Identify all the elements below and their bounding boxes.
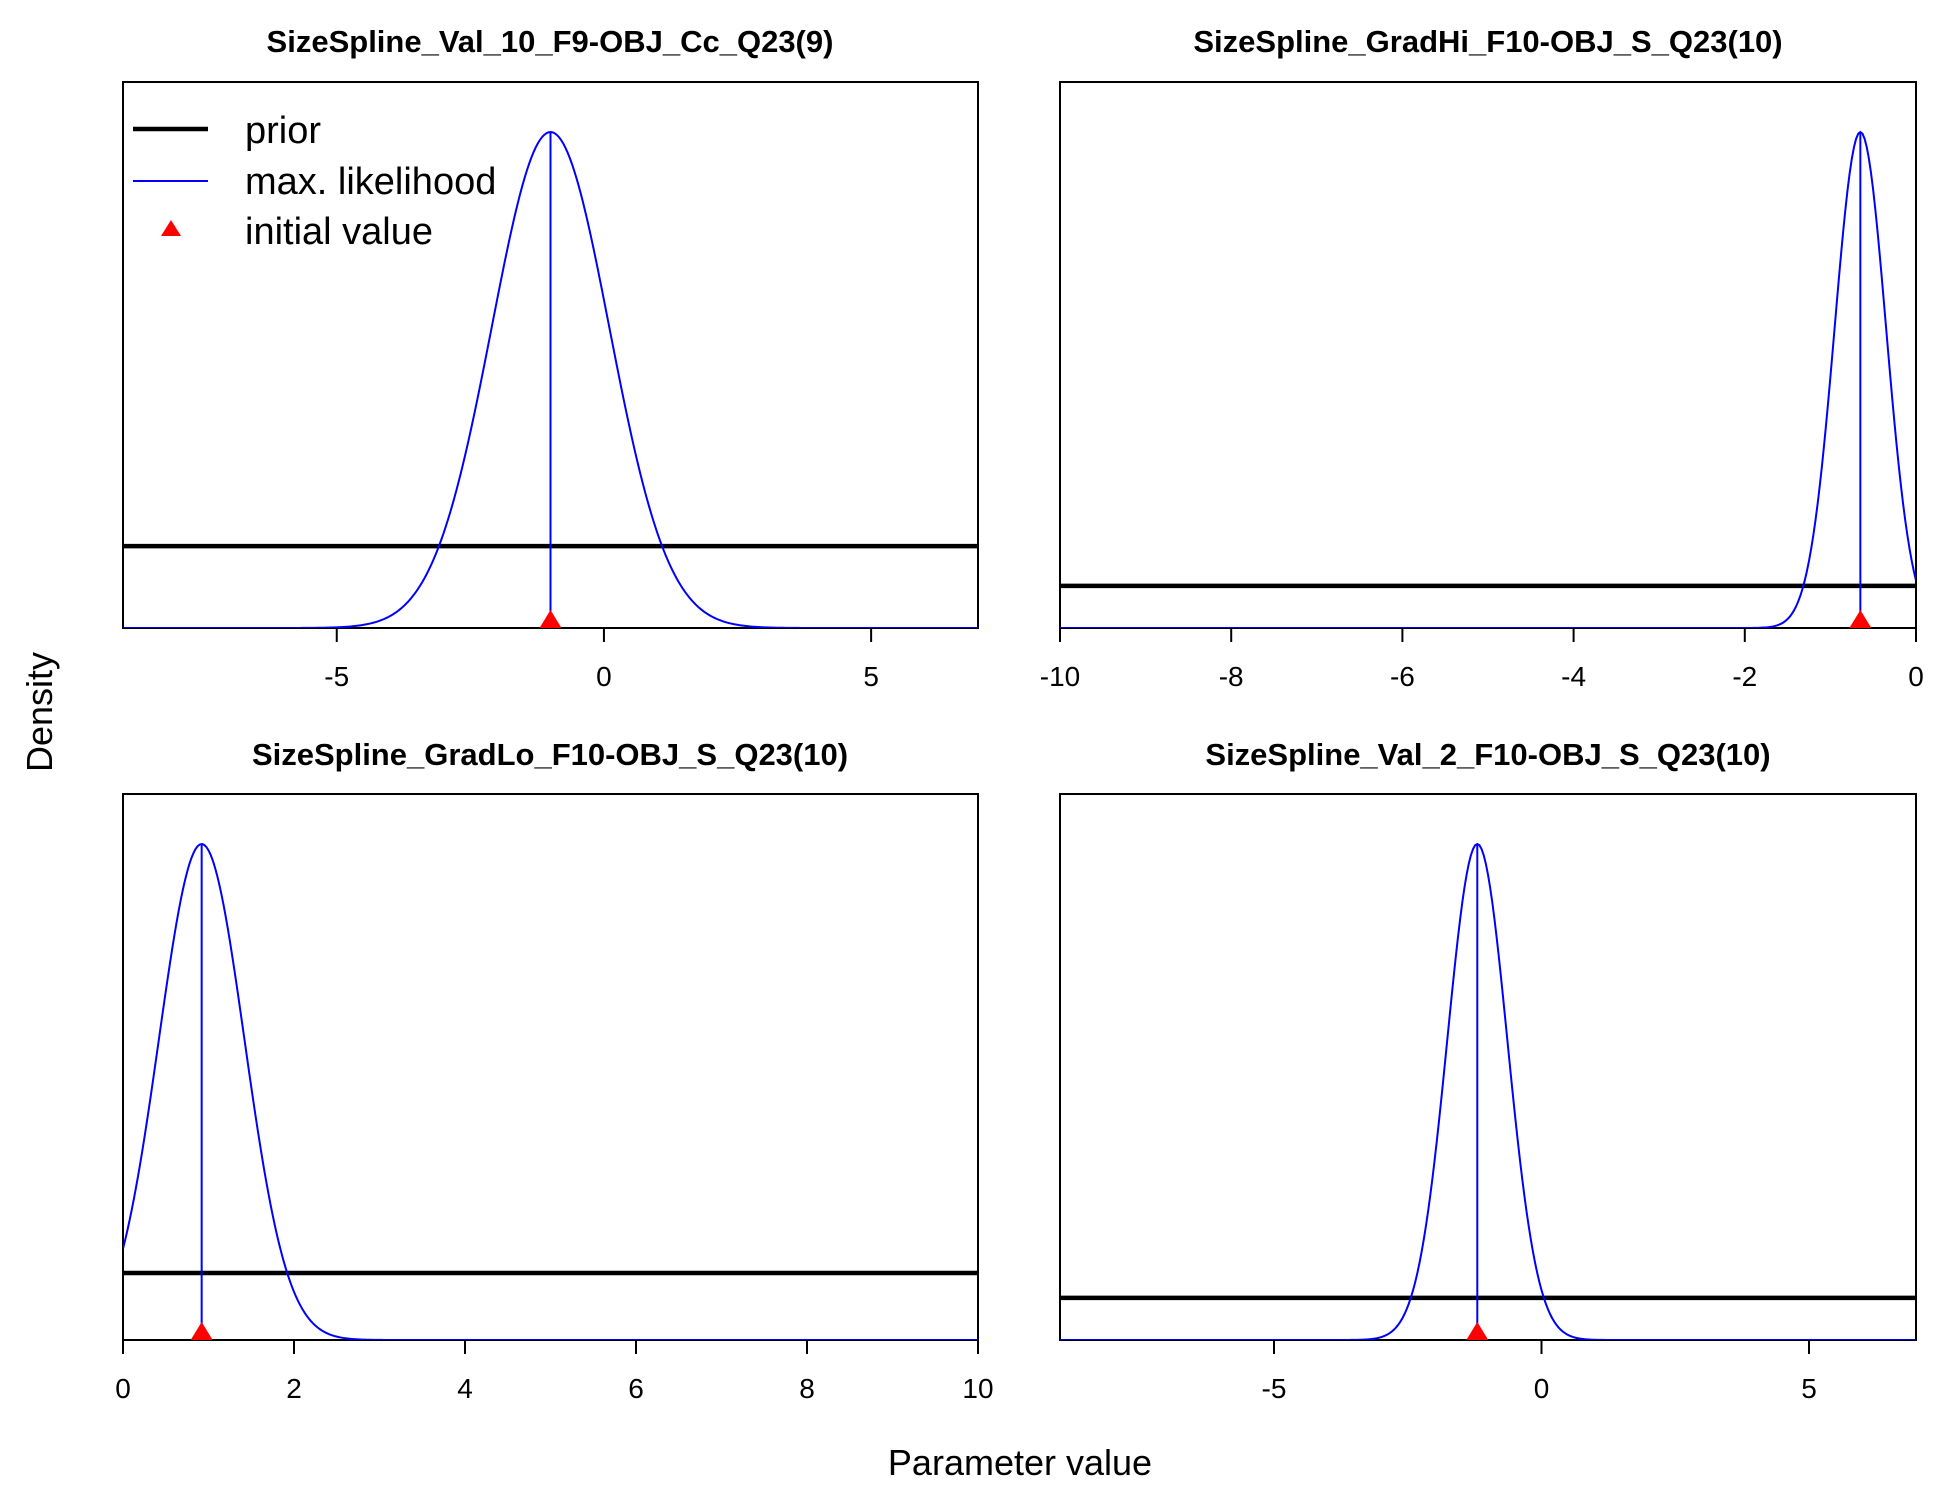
panel-top-right: SizeSpline_GradHi_F10-OBJ_S_Q23(10) -10 -… — [1040, 24, 1924, 692]
panel-bottom-left: SizeSpline_GradLo_F10-OBJ_S_Q23(10) 0 2 4 6… — [115, 737, 993, 1404]
legend: prior max. likelihood initial value — [133, 110, 496, 253]
x-tick-label: 4 — [457, 1373, 473, 1404]
likelihood-curve — [1060, 130, 1916, 628]
legend-initial-swatch — [161, 220, 181, 236]
x-tick-label: 0 — [1534, 1373, 1550, 1404]
x-tick-label: -10 — [1040, 661, 1080, 692]
panel-top-left: SizeSpline_Val_10_F9-OBJ_Cc_Q23(9) -5 0 5 — [122, 24, 979, 692]
panel-title: SizeSpline_GradLo_F10-OBJ_S_Q23(10) — [252, 737, 848, 772]
x-tick-label: -4 — [1561, 661, 1586, 692]
x-tick-label: -5 — [1262, 1373, 1287, 1404]
x-tick-label: -6 — [1390, 661, 1415, 692]
x-tick-label: 5 — [1801, 1373, 1817, 1404]
panel-bottom-right: SizeSpline_Val_2_F10-OBJ_S_Q23(10) -5 0 5 — [1059, 737, 1917, 1404]
likelihood-curve — [1060, 842, 1916, 1340]
panel-title: SizeSpline_GradHi_F10-OBJ_S_Q23(10) — [1193, 24, 1782, 59]
likelihood-curve — [123, 842, 978, 1340]
x-tick-label: 5 — [863, 661, 879, 692]
y-axis-title: Density — [19, 652, 60, 772]
initial-value-marker — [539, 610, 562, 628]
x-axis-title: Parameter value — [888, 1442, 1152, 1483]
x-tick-label: 10 — [962, 1373, 993, 1404]
x-tick-label: 2 — [286, 1373, 302, 1404]
x-tick-label: 0 — [115, 1373, 131, 1404]
plot-frame — [1059, 81, 1917, 629]
panel-title: SizeSpline_Val_2_F10-OBJ_S_Q23(10) — [1205, 737, 1770, 772]
x-tick-label: 0 — [1908, 661, 1924, 692]
plot-frame — [122, 793, 979, 1341]
initial-value-marker — [1849, 610, 1872, 628]
x-tick-label: 0 — [596, 661, 612, 692]
panel-title: SizeSpline_Val_10_F9-OBJ_Cc_Q23(9) — [267, 24, 834, 59]
legend-initial-label: initial value — [245, 211, 433, 253]
x-tick-label: -5 — [324, 661, 349, 692]
legend-prior-label: prior — [245, 110, 321, 152]
x-tick-label: 8 — [799, 1373, 815, 1404]
initial-value-marker — [1466, 1322, 1489, 1340]
x-tick-label: -2 — [1732, 661, 1757, 692]
x-tick-label: -8 — [1219, 661, 1244, 692]
x-tick-label: 6 — [628, 1373, 644, 1404]
legend-likelihood-label: max. likelihood — [245, 161, 496, 203]
initial-value-marker — [190, 1322, 213, 1340]
